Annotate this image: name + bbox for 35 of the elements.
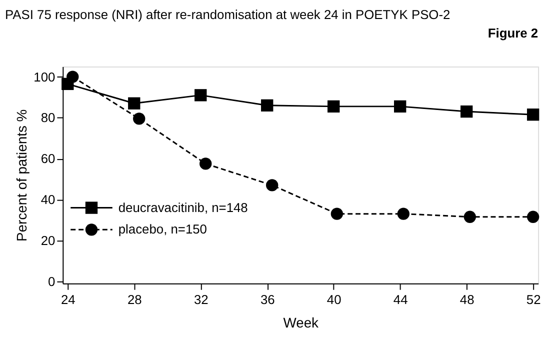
y-tick-label: 80 [40,110,56,126]
point [328,100,340,113]
point [200,158,212,170]
point [397,208,410,220]
x-tick-label: 28 [127,292,142,307]
point [194,89,207,102]
x-tick-label: 52 [526,292,541,307]
legend-label: deucravacitinib, n=148 [118,200,248,215]
point [133,112,146,125]
x-tick-label: 32 [194,292,208,307]
point [330,208,344,220]
x-tick-label: 36 [260,292,275,307]
chart-title: PASI 75 response (NRI) after re-randomisation at week 24 in POETYK PSO-2 [4,6,450,22]
x-tick-label: 44 [393,292,408,307]
point [464,210,476,223]
point [128,97,140,110]
y-axis-title: Percent of patients % [14,109,30,242]
x-axis-title: Week [283,314,319,331]
y-tick-label: 60 [40,151,56,166]
point [526,210,540,223]
point [526,108,540,121]
x-tick-label: 48 [460,292,474,307]
point [460,105,473,118]
caption: Figure 2 [488,26,538,41]
y-tick-label: 0 [48,274,56,289]
point [261,99,274,112]
legend-label: placebo, n=150 [118,222,207,237]
point [394,100,406,113]
y-tick-label: 20 [40,232,56,248]
x-tick-label: 24 [60,292,76,307]
x-tick-label: 40 [326,292,342,307]
y-tick-label: 100 [34,69,56,84]
y-tick-label: 40 [40,192,56,207]
point [66,70,79,83]
point [266,179,278,192]
